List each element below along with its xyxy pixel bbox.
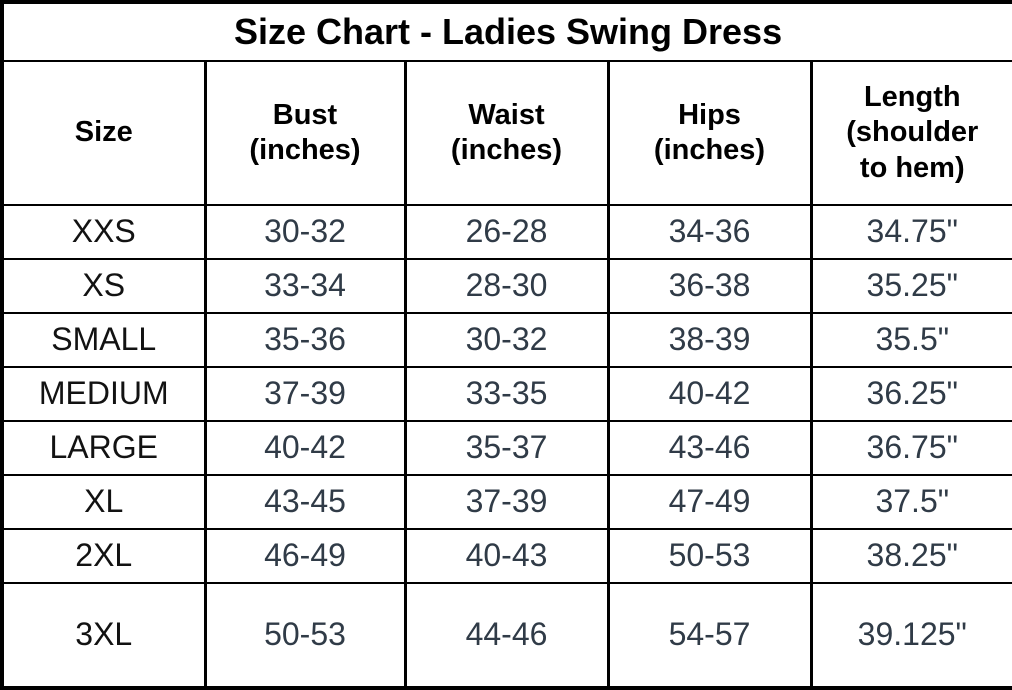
waist-cell: 40-43 — [403, 527, 610, 584]
size-cell: XS — [0, 257, 207, 314]
size-cell: SMALL — [0, 311, 207, 368]
size-cell: LARGE — [0, 419, 207, 476]
hips-cell: 54-57 — [606, 581, 813, 690]
header-line: (inches) — [653, 133, 766, 166]
title-row: Size Chart - Ladies Swing Dress — [0, 0, 1012, 63]
length-cell: 35.5" — [809, 311, 1012, 368]
column-header-bust: Bust (inches) — [203, 60, 407, 206]
bust-cell: 33-34 — [203, 257, 407, 314]
length-cell: 36.75" — [809, 419, 1012, 476]
header-line: Waist — [468, 98, 545, 131]
bust-cell: 43-45 — [203, 473, 407, 530]
hips-cell: 50-53 — [606, 527, 813, 584]
bust-cell: 50-53 — [203, 581, 407, 690]
length-cell: 36.25" — [809, 365, 1012, 422]
bust-cell: 30-32 — [203, 203, 407, 260]
header-line: Bust — [272, 98, 338, 131]
length-cell: 34.75" — [809, 203, 1012, 260]
length-cell: 38.25" — [809, 527, 1012, 584]
size-cell: 3XL — [0, 581, 207, 690]
waist-cell: 26-28 — [403, 203, 610, 260]
waist-cell: 28-30 — [403, 257, 610, 314]
size-cell: XL — [0, 473, 207, 530]
bust-cell: 37-39 — [203, 365, 407, 422]
table-row-2xl: 2XL 46-49 40-43 50-53 38.25" — [0, 527, 1012, 584]
size-cell: 2XL — [0, 527, 207, 584]
length-cell: 35.25" — [809, 257, 1012, 314]
table-row-xs: XS 33-34 28-30 36-38 35.25" — [0, 257, 1012, 314]
bust-cell: 46-49 — [203, 527, 407, 584]
waist-cell: 37-39 — [403, 473, 610, 530]
column-header-hips: Hips (inches) — [606, 60, 813, 206]
table-row-3xl: 3XL 50-53 44-46 54-57 39.125" — [0, 581, 1012, 690]
hips-cell: 38-39 — [606, 311, 813, 368]
size-cell: XXS — [0, 203, 207, 260]
hips-cell: 36-38 — [606, 257, 813, 314]
hips-cell: 40-42 — [606, 365, 813, 422]
waist-cell: 44-46 — [403, 581, 610, 690]
bust-cell: 35-36 — [203, 311, 407, 368]
hips-cell: 43-46 — [606, 419, 813, 476]
size-cell: MEDIUM — [0, 365, 207, 422]
header-row: Size Bust (inches) Waist (inches) Hips (… — [0, 60, 1012, 206]
header-line: Size — [74, 116, 133, 149]
length-cell: 39.125" — [809, 581, 1012, 690]
header-line: (inches) — [450, 133, 563, 166]
table-row-small: SMALL 35-36 30-32 38-39 35.5" — [0, 311, 1012, 368]
table-row-large: LARGE 40-42 35-37 43-46 36.75" — [0, 419, 1012, 476]
header-line: Hips — [678, 98, 741, 131]
column-header-size: Size — [0, 60, 207, 206]
waist-cell: 30-32 — [403, 311, 610, 368]
column-header-waist: Waist (inches) — [403, 60, 610, 206]
table-row-xl: XL 43-45 37-39 47-49 37.5" — [0, 473, 1012, 530]
table-row-xxs: XXS 30-32 26-28 34-36 34.75" — [0, 203, 1012, 260]
header-line: Length — [863, 80, 961, 113]
length-cell: 37.5" — [809, 473, 1012, 530]
header-line: to hem) — [859, 151, 965, 184]
hips-cell: 47-49 — [606, 473, 813, 530]
waist-cell: 33-35 — [403, 365, 610, 422]
header-line: (shoulder — [846, 116, 979, 149]
header-line: (inches) — [249, 133, 361, 166]
hips-cell: 34-36 — [606, 203, 813, 260]
chart-title: Size Chart - Ladies Swing Dress — [0, 0, 1012, 63]
column-header-length: Length (shoulder to hem) — [809, 60, 1012, 206]
bust-cell: 40-42 — [203, 419, 407, 476]
waist-cell: 35-37 — [403, 419, 610, 476]
table-row-medium: MEDIUM 37-39 33-35 40-42 36.25" — [0, 365, 1012, 422]
